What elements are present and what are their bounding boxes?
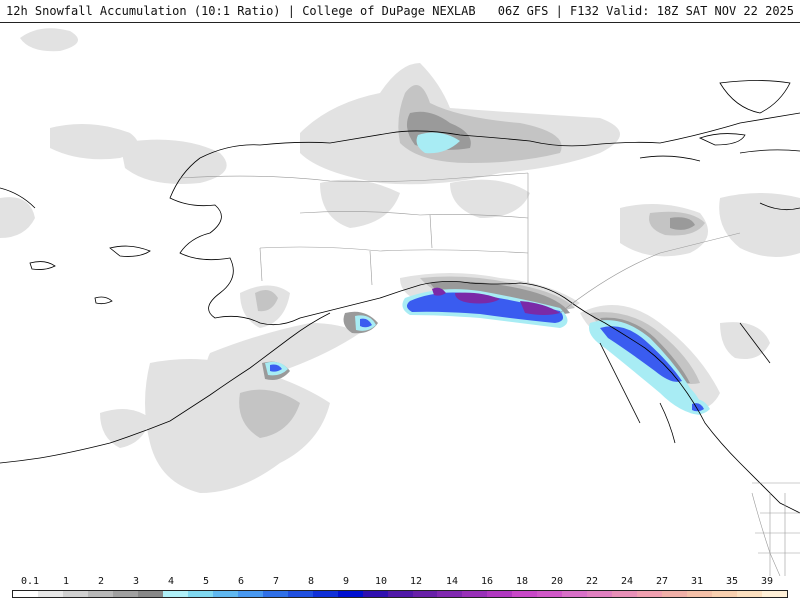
map-title: 12h Snowfall Accumulation (10:1 Ratio) |… [6,4,476,18]
legend-label: 24 [620,576,634,587]
legend-label: 35 [725,576,739,587]
map-canvas [0,23,800,576]
legend-swatch [712,591,738,597]
legend-swatch [587,591,613,597]
legend-swatch [312,591,338,597]
snowfall-purple-areas [432,287,560,315]
legend-label: 10 [374,576,388,587]
legend-label: 18 [515,576,529,587]
legend-label: 22 [585,576,599,587]
legend-swatch [62,591,88,597]
legend-label: 5 [202,576,210,587]
legend-swatch [537,591,563,597]
legend-swatch [37,591,63,597]
legend-swatch [212,591,238,597]
legend-label: 14 [445,576,459,587]
political-borders [179,172,800,576]
legend-label: 4 [167,576,175,587]
legend-swatch [162,591,188,597]
legend-swatch [137,591,163,597]
color-legend: 0.1 1 2 3 4 5 6 7 8 9 10 12 14 16 18 20 … [0,576,800,600]
legend-swatch [187,591,213,597]
legend-label: 9 [342,576,350,587]
legend-swatch [562,591,588,597]
legend-label: 0.1 [20,576,40,587]
legend-swatch [637,591,663,597]
legend-swatch [237,591,263,597]
legend-label: 39 [760,576,774,587]
legend-label: 3 [132,576,140,587]
legend-label: 1 [62,576,70,587]
legend-label: 7 [272,576,280,587]
legend-swatch [112,591,138,597]
header-bar: 12h Snowfall Accumulation (10:1 Ratio) |… [0,0,800,23]
legend-label: 20 [550,576,564,587]
legend-swatch [487,591,513,597]
legend-swatch [462,591,488,597]
legend-color-bar [12,590,788,598]
legend-swatch [437,591,463,597]
coastlines [0,80,800,514]
legend-swatch [612,591,638,597]
legend-label: 12 [409,576,423,587]
legend-label: 16 [480,576,494,587]
model-run-info: 06Z GFS | F132 Valid: 18Z SAT NOV 22 202… [497,4,794,18]
legend-swatch [337,591,363,597]
legend-swatch [512,591,538,597]
legend-swatch [262,591,288,597]
legend-label: 27 [655,576,669,587]
legend-swatch [737,591,763,597]
legend-label: 31 [690,576,704,587]
legend-label: 6 [237,576,245,587]
legend-swatch [412,591,438,597]
legend-swatch [387,591,413,597]
legend-swatch [13,591,38,597]
legend-label: 8 [307,576,315,587]
legend-swatch [662,591,688,597]
legend-swatch [87,591,113,597]
legend-labels: 0.1 1 2 3 4 5 6 7 8 9 10 12 14 16 18 20 … [0,576,800,589]
legend-swatch [362,591,388,597]
legend-swatch [762,591,788,597]
legend-swatch [287,591,313,597]
map-svg [0,23,800,576]
legend-label: 2 [97,576,105,587]
legend-swatch [687,591,713,597]
